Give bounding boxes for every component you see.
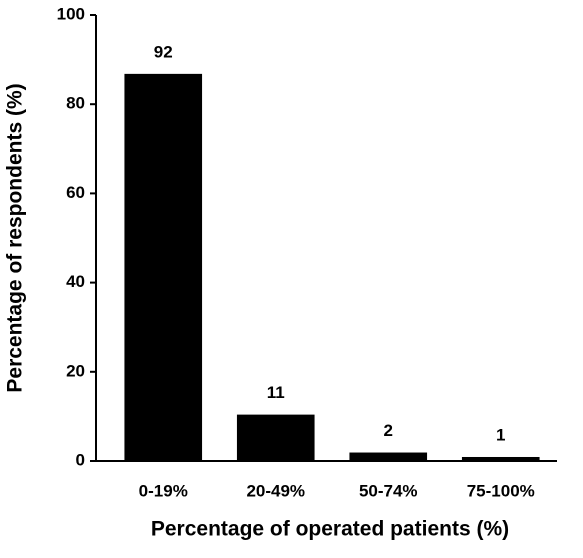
x-tick-label: 75-100% (467, 481, 535, 500)
y-axis-title: Percentage of respondents (%) (4, 83, 27, 392)
x-tick-label: 20-49% (246, 481, 305, 500)
count-label: 92 (154, 42, 173, 61)
y-tick-label: 60 (66, 183, 85, 202)
bar (124, 73, 203, 461)
x-tick-label: 50-74% (359, 481, 418, 500)
count-label: 1 (496, 425, 505, 444)
y-tick-label: 20 (66, 361, 85, 380)
y-tick-label: 80 (66, 94, 85, 113)
y-tick-label: 0 (76, 450, 85, 469)
count-label: 2 (384, 421, 393, 440)
y-tick-label: 100 (57, 4, 85, 23)
bar (461, 456, 540, 461)
x-axis-title: Percentage of operated patients (%) (151, 518, 509, 541)
bar (236, 414, 315, 461)
x-tick-label: 0-19% (139, 481, 188, 500)
bar (349, 452, 428, 461)
y-tick-label: 40 (66, 272, 85, 291)
count-label: 11 (267, 383, 285, 402)
